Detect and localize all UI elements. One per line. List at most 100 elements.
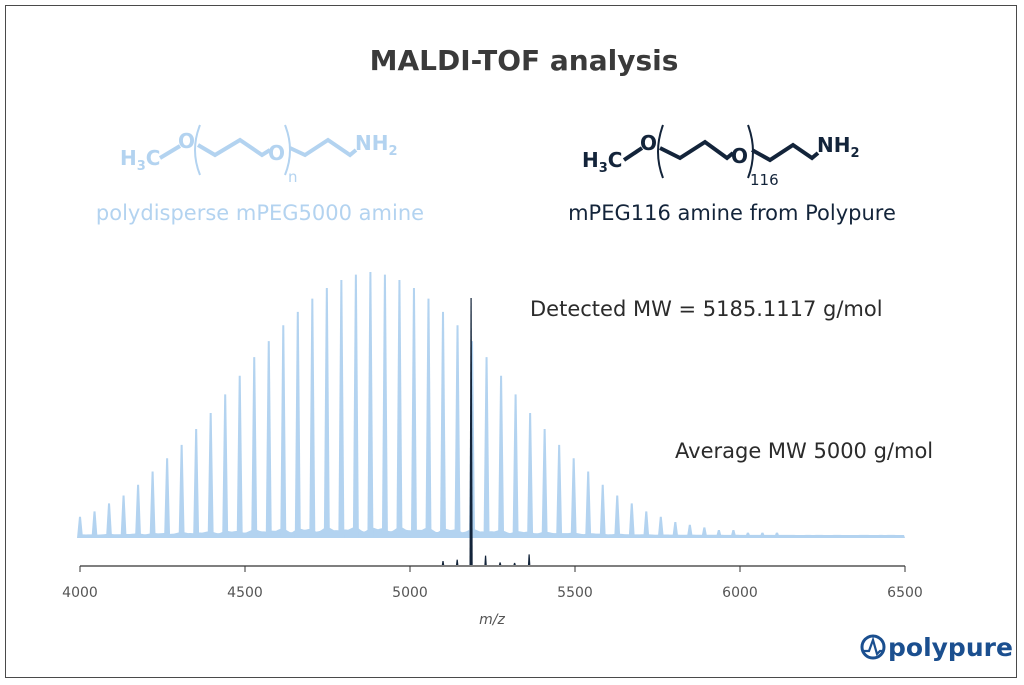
light-series-peak (135, 484, 142, 538)
left-oxygen-1: O (178, 129, 195, 153)
polypure-logo-icon (860, 634, 886, 660)
light-series-peak (512, 394, 519, 538)
x-tick-label: 4500 (227, 585, 263, 601)
light-series-baseline (80, 526, 905, 538)
light-series-peak (890, 535, 897, 538)
light-series-peak (570, 458, 577, 538)
light-series-peak (643, 511, 650, 538)
light-series-peak (91, 511, 98, 538)
light-series-peak (715, 530, 722, 538)
light-series-peak (309, 298, 316, 538)
left-bracket-open (194, 124, 201, 176)
annotation-average-mw: Average MW 5000 g/mol (675, 439, 933, 463)
light-series-peak (265, 341, 272, 538)
light-series-peak (773, 532, 780, 538)
left-oxygen-2: O (268, 141, 285, 165)
light-series-peak (657, 516, 664, 538)
dark-series-peak (498, 562, 502, 565)
light-series-peak (803, 535, 809, 538)
x-tick-label: 5500 (557, 585, 593, 601)
light-series-peak (193, 428, 200, 538)
light-series-peak (236, 375, 243, 538)
light-series-peak (410, 287, 417, 538)
left-structure: H3C O O n NH2 (120, 124, 398, 186)
x-axis-label: m/z (479, 612, 505, 628)
right-structure: H3C O O 116 NH2 (582, 124, 860, 189)
right-bracket-open (657, 124, 664, 179)
light-series-peak (498, 375, 505, 538)
light-series-peak (701, 527, 708, 538)
x-tick-label: 5000 (392, 585, 428, 601)
x-tick-label: 4000 (62, 585, 98, 601)
left-repeat-index: n (288, 168, 298, 186)
right-chain-2 (751, 142, 820, 163)
chart-title: MALDI-TOF analysis (370, 44, 679, 77)
light-series-peak (527, 412, 534, 538)
left-nh2: NH2 (355, 131, 398, 159)
annotation-detected-mw: Detected MW = 5185.1117 g/mol (530, 297, 883, 321)
light-series-peak (483, 357, 490, 538)
left-structure-caption: polydisperse mPEG5000 amine (96, 201, 424, 225)
left-chain-2 (289, 137, 358, 158)
light-series-peak (149, 471, 156, 538)
figure-frame (5, 5, 1017, 678)
dark-series-peak (455, 559, 459, 565)
left-bond-1 (158, 144, 182, 160)
light-series-peak (817, 535, 824, 538)
light-series-peak (352, 274, 359, 538)
right-oxygen-2: O (731, 144, 748, 168)
light-series-peak (164, 458, 171, 538)
light-series-peak (686, 524, 693, 538)
light-series-peak (846, 535, 853, 538)
light-series-peak (875, 535, 882, 538)
polypure-logo: polypure (860, 633, 1013, 662)
x-tick-label: 6000 (722, 585, 758, 601)
light-series-peak (744, 532, 751, 538)
light-series-peak (338, 279, 345, 538)
right-structure-caption: mPEG116 amine from Polypure (568, 201, 896, 225)
light-series-noise-band (80, 526, 905, 538)
light-series-peak (628, 503, 635, 538)
x-axis-ticks: 4000 4500 5000 5500 6000 6500 (62, 566, 923, 601)
light-series-peak (425, 298, 432, 538)
right-oxygen-1: O (640, 131, 657, 155)
light-series-peak (222, 394, 229, 538)
light-series-peak (541, 428, 548, 538)
dark-series-peak (513, 562, 516, 565)
dark-series-peak (441, 560, 445, 565)
light-series-peak (454, 325, 461, 538)
light-series-peak (599, 484, 606, 538)
right-nh2: NH2 (817, 133, 860, 161)
dark-series-peaks (441, 298, 531, 565)
light-series-peak (440, 311, 446, 538)
right-h3c: H3C (582, 148, 622, 176)
light-series-peak (280, 325, 287, 538)
right-chain-1 (659, 139, 735, 161)
light-series-peak (788, 535, 795, 538)
left-h3c: H3C (120, 146, 160, 174)
right-repeat-index: 116 (750, 171, 779, 189)
light-series-peak (585, 471, 592, 538)
light-series-peak (832, 535, 839, 538)
light-series-peak (759, 532, 766, 538)
light-series-peak (106, 503, 113, 538)
dark-series-peak (469, 298, 473, 565)
dark-series-peak (527, 554, 531, 565)
light-series-peak (251, 357, 258, 538)
light-series-peak (672, 522, 679, 538)
dark-series-peak (484, 555, 487, 565)
light-series-peak (396, 279, 403, 538)
light-series-peak (207, 412, 214, 538)
light-series-peak (556, 444, 563, 538)
light-series-peak (178, 444, 185, 538)
light-series-peak (381, 274, 388, 538)
plot-area: 4000 4500 5000 5500 6000 6500 m/z (62, 272, 923, 628)
left-chain-1 (196, 137, 272, 158)
right-bond-1 (622, 146, 644, 162)
light-series-peak (323, 287, 330, 538)
light-series-peak (77, 516, 83, 538)
light-series-peak (730, 530, 737, 538)
polypure-logo-text: polypure (888, 633, 1013, 662)
light-series-peak (861, 535, 868, 538)
